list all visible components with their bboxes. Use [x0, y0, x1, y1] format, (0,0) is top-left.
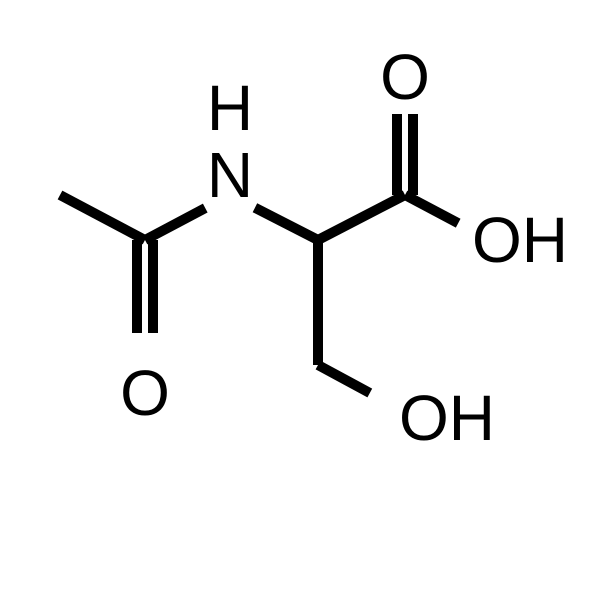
atom-label: OH — [472, 204, 568, 276]
molecule-diagram: O NH O OH OH — [0, 0, 600, 600]
atom-label: O — [120, 357, 170, 429]
atom-label: O — [380, 41, 430, 113]
atom-label: OH — [399, 382, 495, 454]
atom-label: H — [207, 72, 253, 144]
atom-label: N — [207, 139, 253, 211]
